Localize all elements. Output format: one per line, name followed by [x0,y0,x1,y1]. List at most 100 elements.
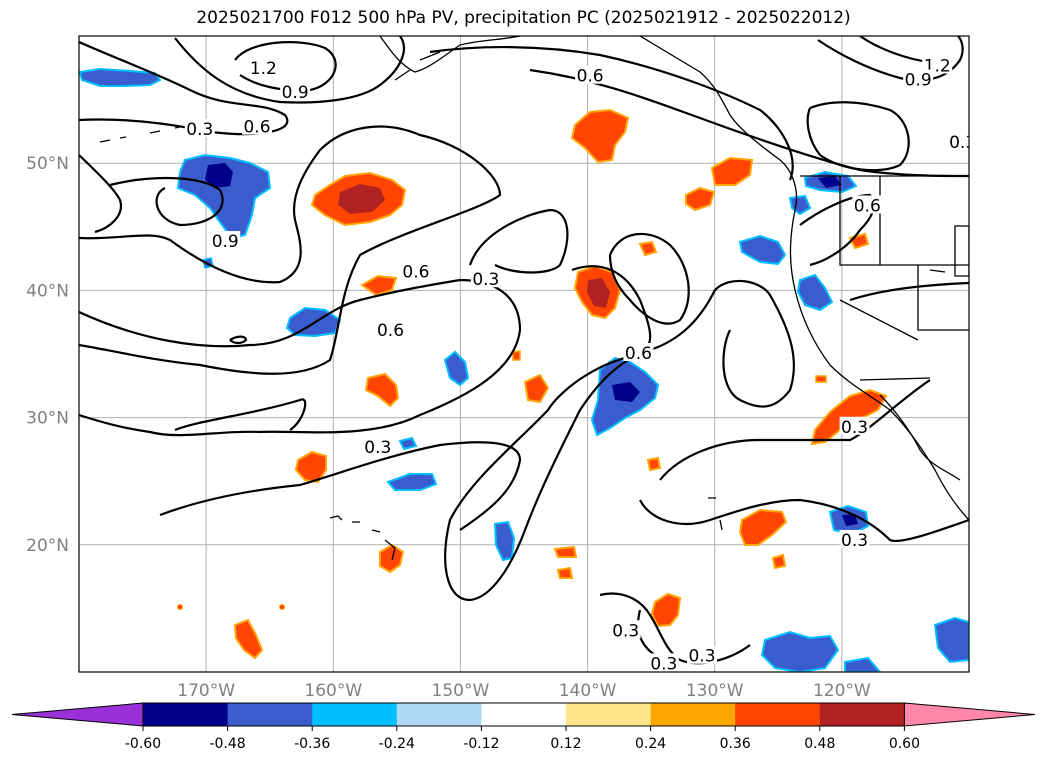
pv-contour-line [659,379,931,481]
precip-positive-region [738,508,788,546]
lon-tick-label: 170°W [177,681,235,701]
lon-tick-label: 150°W [432,681,490,701]
precip-negative-region [844,656,882,672]
contour-label-bg [903,69,934,88]
colorbar-segment [396,703,482,726]
colorbar-tick-label: 0.60 [889,736,920,752]
contour-label: 0.3 [688,647,715,667]
precip-positive-region [638,240,658,257]
contour-label-bg [400,261,431,280]
contour-label-bg [375,320,406,339]
precip-positive-region [710,156,754,186]
map-plot-area: 1.20.3 0.60.90.61.20.90.30.60.90.6 0.30.60… [79,36,969,674]
contour-label: 0.3 [612,621,639,641]
pv-contour-line [529,68,969,178]
precip-negative-core [842,514,858,526]
lon-tick-label: 120°W [813,681,871,701]
lon-tick-label: 140°W [559,681,617,701]
precip-negative-core [818,176,842,188]
colorbar-segment [819,703,905,726]
precip-negative-region [398,436,418,451]
pv-contour-line [608,232,690,325]
colorbar-tick-label: -0.12 [463,736,499,752]
pv-contour-layer [79,36,969,665]
contour-label: 1.2 [250,59,277,79]
precip-negative-core [205,163,233,188]
contour-label: 0.3 [364,438,391,458]
pv-contour-line [79,154,123,234]
contour-label: 0.6 [377,321,404,341]
colorbar-tick-label: -0.60 [125,736,161,752]
contour-label-bg [470,269,501,288]
precip-positive-region [650,592,682,628]
contour-label-bg [184,119,215,138]
latitude-labels: 50°N 40°N 30°N 20°N [26,154,69,556]
us-state-borders [839,176,969,341]
precip-positive-core [587,278,610,308]
pv-contour-line [639,498,969,543]
precip-positive-region [279,604,285,610]
contour-label-bg [575,65,606,84]
contour-label: 0.9 [212,232,239,252]
colorbar-tick-label: -0.48 [209,736,245,752]
precip-positive-region [771,553,787,570]
precip-negative-region [796,273,834,312]
colorbar-extend-min [11,702,144,727]
precip-positive-region [556,566,574,579]
gridlines [79,36,969,672]
contour-label: 0.9 [282,83,309,103]
lon-tick-label: 130°W [686,681,744,701]
contour-label-bg [648,653,679,672]
contour-label-bg [839,416,870,435]
precip-negative-region [176,153,272,240]
colorbar-extend-max [903,702,1036,727]
lat-tick-label: 30°N [26,409,69,429]
colorbar-tick-label: 0.48 [804,736,835,752]
contour-label: 0.6 [243,118,270,138]
lat-tick-label: 50°N [26,154,69,174]
map-background [79,36,969,672]
pv-contour-line [109,176,224,227]
colorbar-tick-label: 0.36 [720,736,751,752]
colorbar-segment [735,703,821,726]
precip-positive-region [685,186,716,212]
precip-positive-region [646,456,662,472]
lat-tick-label: 40°N [26,281,69,301]
contour-label: 0.3 [650,654,677,674]
hawaii-islands [329,515,396,561]
contour-label-bg [852,195,883,214]
contour-label: 0.3 [841,418,868,438]
precip-positive-region [364,372,400,408]
lat-tick-label: 20°N [26,536,69,556]
pv-contour-line [79,40,289,136]
colorbar-segment [312,703,398,726]
contour-label: 0.3 [472,270,499,290]
pv-contour-line [174,36,405,104]
contour-label-bg [922,55,953,74]
contour-label-bg [623,343,654,361]
coastline-layer [99,36,969,561]
colorbar-segment [566,703,652,726]
contour-label-bg [280,82,311,101]
pv-contour-line [159,441,522,531]
precip-negative-region [443,350,470,387]
pv-contour-line [79,278,522,437]
precip-positive-region [523,373,550,404]
contour-label-bg [610,620,641,639]
pv-contour-line [174,398,307,432]
precip-positive-core [338,184,385,214]
pv-contour-line [79,125,502,375]
colorbar-segment [143,703,229,726]
contour-label-bg [687,645,717,664]
colorbar-segment [650,703,736,726]
colorbar-tick-label: 0.24 [635,736,666,752]
precip-positive-region [233,618,264,660]
pv-contour-line [849,281,969,302]
precip-negative-core [612,382,640,402]
colorbar: -0.60 -0.48 -0.36 -0.24 -0.12 0.12 0.24 0.36 0.4… [11,702,1036,752]
contour-label: 0.3 [841,531,868,551]
contour-label: 0.9 [905,71,932,91]
contour-label: 0.6 [625,344,652,364]
pv-contour-line [444,265,796,602]
contour-label-bg [947,131,969,150]
